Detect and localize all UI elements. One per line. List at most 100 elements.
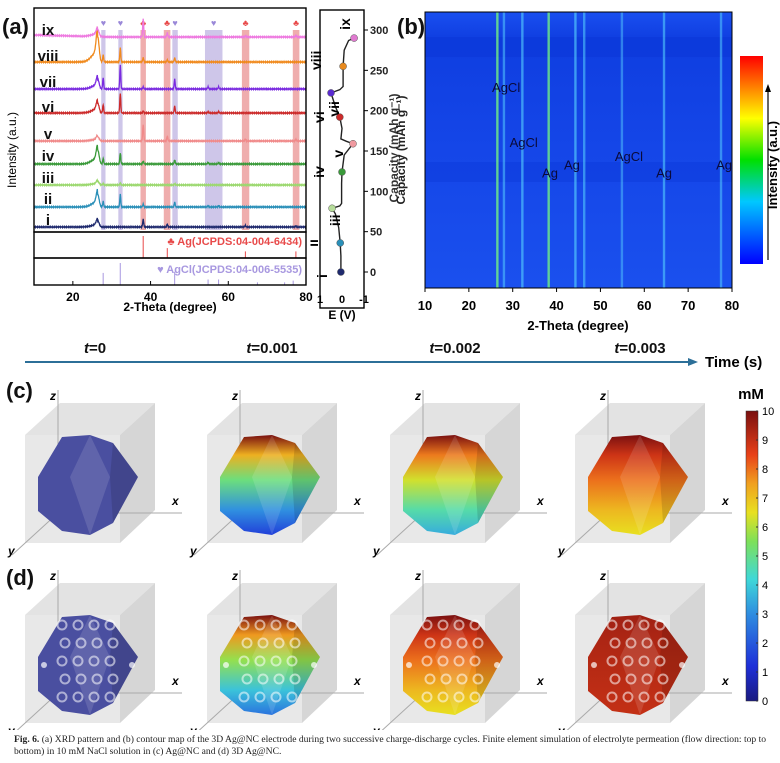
state-point-label: iii — [327, 214, 343, 226]
xrd-series-label: vii — [40, 74, 57, 91]
pore — [609, 673, 621, 685]
colorbar-tick-label: 5 — [762, 551, 768, 563]
state-point-label: ix — [337, 18, 353, 30]
y-axis-label: y — [557, 724, 566, 730]
contour-xtick-label: 40 — [549, 298, 563, 313]
pore — [56, 691, 68, 703]
time-symbol: t — [246, 340, 252, 357]
pore — [254, 691, 266, 703]
xrd-series-label: ix — [42, 22, 55, 39]
time-symbol: t — [614, 340, 620, 357]
pore — [453, 655, 465, 667]
pore — [622, 655, 634, 667]
contour-xtick-label: 10 — [418, 298, 432, 313]
pore — [622, 691, 634, 703]
pore — [654, 619, 666, 631]
capacity-tick-label: 250 — [370, 65, 388, 77]
pore — [289, 637, 301, 649]
voltage-xlabel: E (V) — [328, 308, 355, 322]
polyhedron-facet — [292, 443, 320, 523]
peak-annotation: Ag — [542, 166, 558, 181]
voltage-tick-label: 1 — [317, 294, 323, 306]
pore — [440, 673, 452, 685]
diffraction-line — [574, 12, 577, 288]
contour-xtick-label: 70 — [681, 298, 695, 313]
state-point — [350, 34, 358, 42]
contour-xtick-label: 30 — [505, 298, 519, 313]
pore — [270, 691, 282, 703]
pore — [238, 619, 250, 631]
capacity-tick-label: 200 — [370, 106, 388, 118]
pore — [472, 637, 484, 649]
contour-xlabel: 2-Theta (degree) — [527, 318, 628, 333]
pore — [41, 662, 47, 668]
y-axis-label: y — [7, 544, 16, 558]
pore — [494, 662, 500, 668]
pore — [421, 655, 433, 667]
simulation-cell: z x y — [557, 569, 732, 730]
y-axis-label: y — [7, 724, 16, 730]
contour-dark-band — [425, 162, 732, 182]
contour-xtick-label: 80 — [725, 298, 739, 313]
time-label: t=0 — [55, 340, 135, 357]
simulation-grid: z x y z x y z x y z x y z x y z x y z x y z x y — [7, 389, 732, 730]
concentration-colorbar: mM 0 1 2 3 4 5 6 7 8 9 10 — [738, 386, 774, 708]
pore — [56, 619, 68, 631]
state-point-label: ii — [310, 239, 321, 247]
pore — [286, 655, 298, 667]
xrd-xtick-label: 60 — [222, 290, 236, 304]
pore — [606, 619, 618, 631]
pore — [638, 691, 650, 703]
pore — [406, 662, 412, 668]
xrd-series-line — [33, 178, 307, 188]
phase-marker-ag: ♣ — [243, 18, 249, 28]
pore — [238, 691, 250, 703]
xrd-ylabel: Intensity (a.u.) — [5, 112, 19, 188]
time-symbol: t — [429, 340, 435, 357]
pore — [257, 637, 269, 649]
diffraction-line — [620, 12, 624, 288]
panel-label-d: (d) — [6, 565, 35, 590]
y-axis-label: y — [189, 544, 198, 558]
diffraction-line — [547, 12, 550, 288]
simulation-cell: z x y — [7, 569, 182, 730]
x-axis-label: x — [353, 494, 362, 508]
colorbar-tick-label: 2 — [762, 638, 768, 650]
pore — [75, 673, 87, 685]
y-axis-label: y — [372, 544, 381, 558]
pore — [270, 619, 282, 631]
simulation-cell: z x y — [7, 389, 182, 558]
xrd-series-line — [33, 18, 307, 40]
simulation-cell: z x y — [189, 389, 364, 558]
y-axis-label: y — [557, 544, 566, 558]
colorbar-tick-label: 3 — [762, 609, 768, 621]
voltage-tick-label: -1 — [359, 294, 369, 306]
box-side-face — [120, 583, 155, 723]
pore — [654, 655, 666, 667]
phase-marker-ag: ♣ — [164, 18, 170, 28]
colorbar-arrow-head — [765, 84, 771, 92]
pore — [437, 655, 449, 667]
pore — [129, 662, 135, 668]
contour-xtick-label: 20 — [462, 298, 476, 313]
time-label: t=0.001 — [232, 340, 312, 357]
xrd-series-line — [33, 93, 307, 116]
xrd-xtick-label: 20 — [66, 290, 80, 304]
panel-label-b: (b) — [397, 14, 426, 39]
xrd-series-label: iv — [42, 148, 55, 165]
contour-background — [425, 12, 732, 288]
pore — [453, 619, 465, 631]
time-label: t=0.002 — [415, 340, 495, 357]
z-axis-label: z — [231, 389, 238, 403]
pore — [654, 691, 666, 703]
simulation-cell: z x y — [189, 569, 364, 730]
pore — [440, 637, 452, 649]
pore — [606, 691, 618, 703]
pore — [453, 691, 465, 703]
xrd-series-label: v — [44, 126, 53, 143]
simulation-cell: z x y — [372, 569, 547, 730]
state-point — [349, 139, 357, 148]
pore — [72, 655, 84, 667]
polyhedron-facet — [435, 435, 475, 535]
pore — [254, 619, 266, 631]
